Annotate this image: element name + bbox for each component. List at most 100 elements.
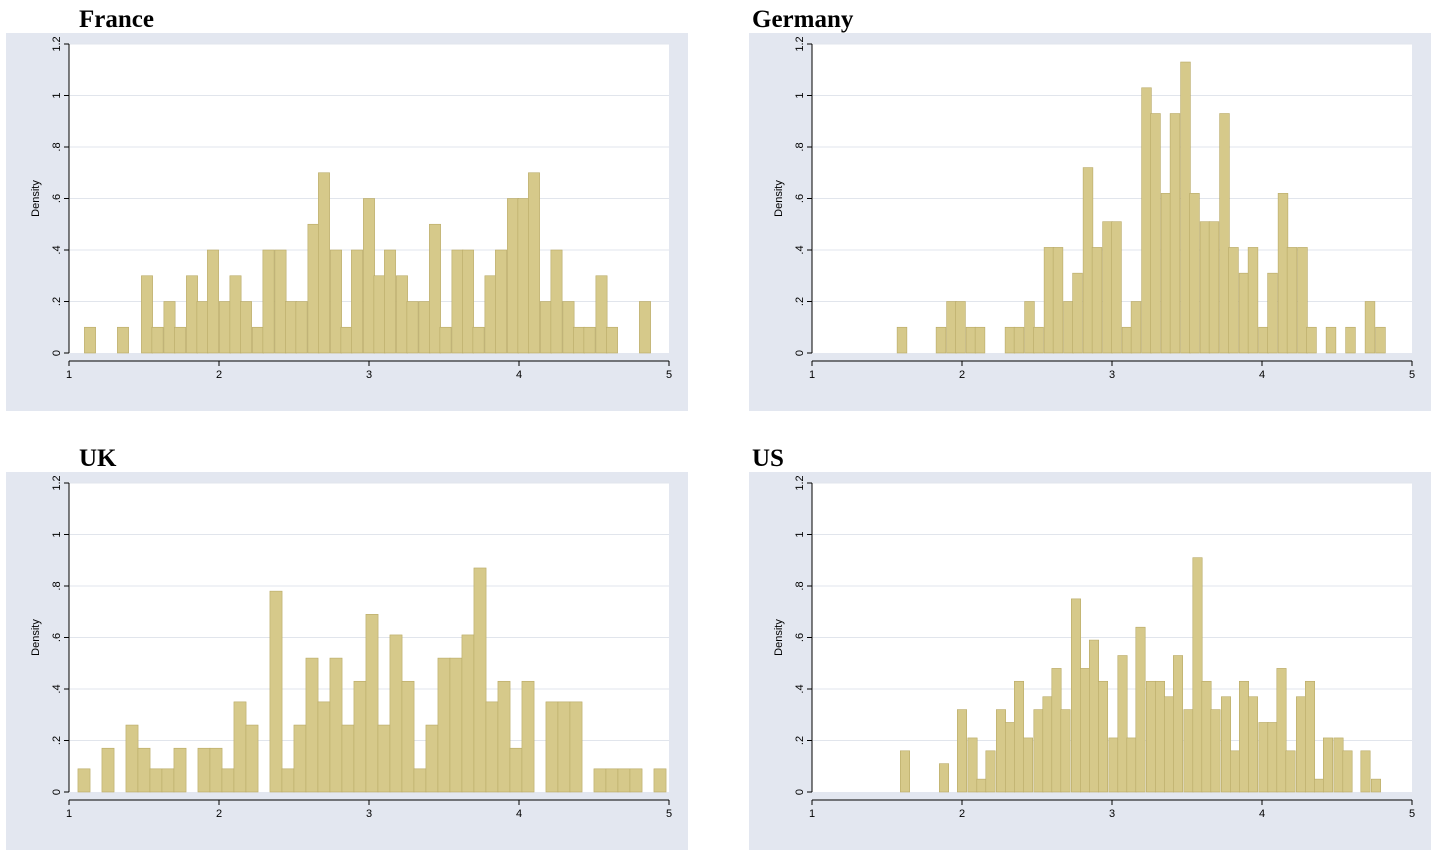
- histogram-bar-uk: [293, 724, 307, 793]
- histogram-bar-uk: [401, 680, 415, 793]
- histogram-bar-us: [1005, 722, 1015, 793]
- y-tick-label-us: .8: [794, 581, 806, 590]
- histogram-bar-france: [517, 198, 530, 354]
- y-tick-label-uk: .8: [51, 581, 63, 590]
- histogram-bar-germany: [1043, 247, 1055, 354]
- histogram-bar-germany: [1258, 326, 1269, 354]
- histogram-bar-france: [562, 301, 575, 354]
- histogram-bar-uk: [365, 614, 379, 793]
- histogram-bar-germany: [1199, 221, 1211, 354]
- histogram-bar-france: [330, 249, 342, 354]
- histogram-bar-germany: [1004, 326, 1016, 354]
- y-tick-label-us: .6: [794, 633, 806, 642]
- x-tick-label-france: 1: [66, 369, 72, 381]
- histogram-bar-us: [1042, 696, 1053, 793]
- histogram-bar-germany: [896, 326, 908, 354]
- histogram-bar-uk: [221, 768, 235, 793]
- histogram-bar-us: [1108, 737, 1119, 793]
- panel-title-us: US: [752, 445, 784, 472]
- histogram-bar-us: [1155, 680, 1165, 793]
- histogram-bar-uk: [425, 724, 439, 793]
- histogram-bar-france: [295, 301, 308, 354]
- histogram-bar-france: [484, 275, 497, 354]
- histogram-bar-france: [429, 223, 441, 354]
- histogram-bar-france: [240, 301, 252, 354]
- y-tick-label-us: .2: [794, 736, 806, 745]
- histogram-bar-france: [384, 249, 396, 354]
- histogram-bar-germany: [1111, 221, 1122, 354]
- histogram-bar-france: [307, 223, 320, 354]
- histogram-bar-germany: [1102, 221, 1113, 354]
- histogram-bar-germany: [1238, 272, 1250, 354]
- histogram-bar-france: [462, 249, 474, 354]
- histogram-bar-france: [573, 326, 585, 354]
- histogram-bar-germany: [1024, 301, 1035, 354]
- x-tick-label-us: 4: [1259, 808, 1265, 820]
- histogram-bar-germany: [955, 301, 966, 354]
- histogram-bar-france: [207, 249, 219, 354]
- histogram-bar-us: [1060, 709, 1071, 793]
- histogram-bar-germany: [1013, 326, 1025, 354]
- y-tick-label-germany: .8: [794, 142, 806, 151]
- histogram-bar-france: [639, 301, 651, 354]
- y-tick-label-france: .8: [51, 142, 63, 151]
- x-tick-label-germany: 5: [1409, 369, 1415, 381]
- histogram-bar-france: [351, 249, 363, 354]
- x-tick-label-us: 1: [809, 808, 815, 820]
- histogram-bar-uk: [305, 657, 319, 793]
- histogram-bar-uk: [593, 768, 607, 793]
- histogram-bar-germany: [1375, 326, 1386, 354]
- histogram-bar-france: [285, 301, 297, 354]
- panel-title-germany: Germany: [752, 6, 854, 33]
- histogram-bar-germany: [1208, 221, 1220, 354]
- histogram-bar-france: [507, 198, 519, 354]
- histogram-bar-uk: [485, 701, 499, 793]
- histogram-bar-france: [163, 301, 176, 354]
- y-tick-label-uk: .2: [51, 736, 63, 745]
- histogram-bar-us: [1117, 655, 1128, 793]
- y-tick-label-france: 1: [51, 92, 63, 98]
- y-tick-label-germany: 0: [794, 350, 806, 356]
- histogram-bar-uk: [509, 747, 523, 793]
- histogram-bar-uk: [353, 680, 367, 793]
- histogram-bar-us: [957, 709, 967, 793]
- y-tick-label-germany: 1: [794, 92, 806, 98]
- histogram-bar-us: [1192, 557, 1203, 793]
- histogram-bar-germany: [1072, 272, 1083, 354]
- histogram-bar-us: [1305, 680, 1315, 793]
- histogram-bar-us: [967, 737, 978, 793]
- histogram-bar-uk: [437, 657, 451, 793]
- histogram-bar-france: [396, 275, 408, 354]
- histogram-bar-france: [117, 326, 129, 354]
- histogram-bar-germany: [965, 326, 977, 354]
- histogram-bar-germany: [1052, 247, 1064, 354]
- histogram-bar-us: [1183, 709, 1194, 793]
- x-tick-label-germany: 2: [959, 369, 965, 381]
- histogram-bar-us: [1033, 709, 1044, 793]
- x-tick-label-france: 5: [666, 369, 672, 381]
- x-tick-label-uk: 2: [216, 808, 222, 820]
- y-tick-label-germany: .4: [794, 245, 806, 254]
- histogram-bar-uk: [77, 768, 91, 793]
- x-tick-label-germany: 4: [1259, 369, 1265, 381]
- y-tick-label-uk: 1: [51, 531, 63, 537]
- y-tick-label-uk: 0: [51, 789, 63, 795]
- x-tick-label-germany: 3: [1109, 369, 1115, 381]
- histogram-bar-germany: [1121, 326, 1133, 354]
- histogram-bar-germany: [1189, 193, 1200, 354]
- histogram-bar-us: [996, 709, 1006, 793]
- histogram-bar-germany: [1228, 247, 1239, 354]
- histogram-bar-germany: [1286, 247, 1298, 354]
- histogram-bar-us: [1023, 737, 1033, 793]
- histogram-bar-us: [900, 750, 910, 793]
- y-tick-label-us: .4: [794, 684, 806, 693]
- histogram-bar-uk: [161, 768, 175, 793]
- histogram-bar-us: [1360, 750, 1371, 793]
- histogram-bar-us: [1296, 696, 1306, 793]
- y-tick-label-uk: 1.2: [51, 475, 63, 490]
- histogram-bar-germany: [1345, 326, 1356, 354]
- histogram-bar-uk: [125, 724, 139, 793]
- histogram-bar-us: [1080, 668, 1090, 793]
- histogram-bar-france: [528, 172, 540, 354]
- histogram-bar-germany: [1091, 247, 1103, 354]
